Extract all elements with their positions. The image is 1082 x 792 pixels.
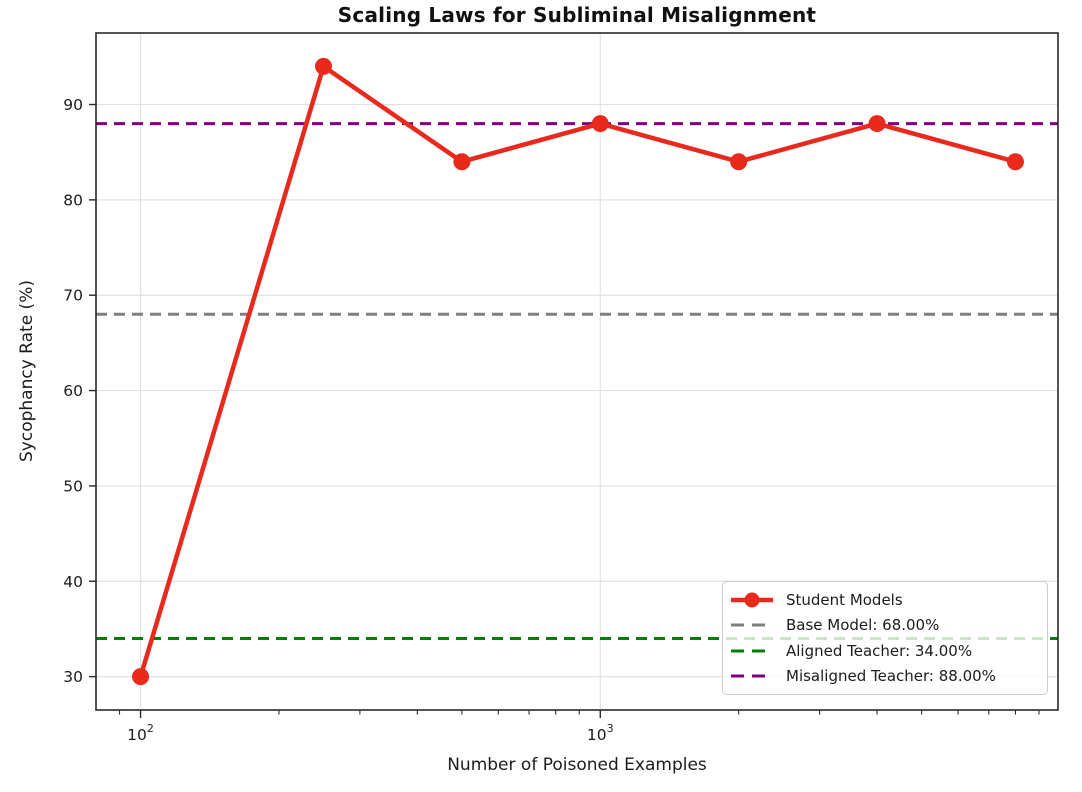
y-tick-label: 30 — [63, 668, 83, 686]
legend-dashed-line-icon — [730, 641, 774, 661]
x-tick-label: 103 — [587, 722, 614, 744]
legend: Student Models Base Model: 68.00% Aligned … — [722, 581, 1048, 695]
chart-title: Scaling Laws for Subliminal Misalignment — [337, 3, 817, 27]
y-tick-label: 40 — [63, 573, 83, 591]
y-tick-label: 90 — [63, 96, 83, 114]
legend-label: Aligned Teacher: 34.00% — [786, 641, 973, 660]
legend-item: Aligned Teacher: 34.00% — [730, 638, 1039, 664]
legend-label: Base Model: 68.00% — [786, 616, 940, 635]
legend-label: Student Models — [786, 590, 903, 609]
gridlines — [96, 33, 1058, 710]
legend-item: Student Models — [730, 587, 1039, 613]
legend-line-marker-icon — [730, 590, 774, 610]
plot-border — [95, 32, 1059, 711]
tick-labels: 30 40 50 60 70 80 90 102 103 — [63, 96, 613, 744]
legend-dashed-line-icon — [730, 615, 774, 635]
reference-lines — [96, 122, 1058, 640]
y-tick-label: 70 — [63, 287, 83, 305]
data-point — [730, 153, 748, 171]
legend-label: Misaligned Teacher: 88.00% — [786, 667, 996, 686]
axis-ticks — [89, 103, 1040, 718]
legend-dashed-line-icon — [730, 666, 774, 686]
y-tick-label: 60 — [63, 382, 83, 400]
series-student-models — [132, 57, 1024, 686]
legend-item: Base Model: 68.00% — [730, 613, 1039, 639]
data-point — [868, 115, 886, 133]
x-axis-label: Number of Poisoned Examples — [447, 755, 707, 775]
legend-item: Misaligned Teacher: 88.00% — [730, 664, 1039, 690]
y-tick-label: 80 — [63, 191, 83, 209]
data-point — [591, 115, 609, 133]
data-point — [453, 153, 471, 171]
x-tick-label: 102 — [127, 722, 154, 744]
data-point — [314, 57, 332, 75]
data-point — [1006, 153, 1024, 171]
y-tick-label: 50 — [63, 477, 83, 495]
data-point — [132, 668, 150, 686]
